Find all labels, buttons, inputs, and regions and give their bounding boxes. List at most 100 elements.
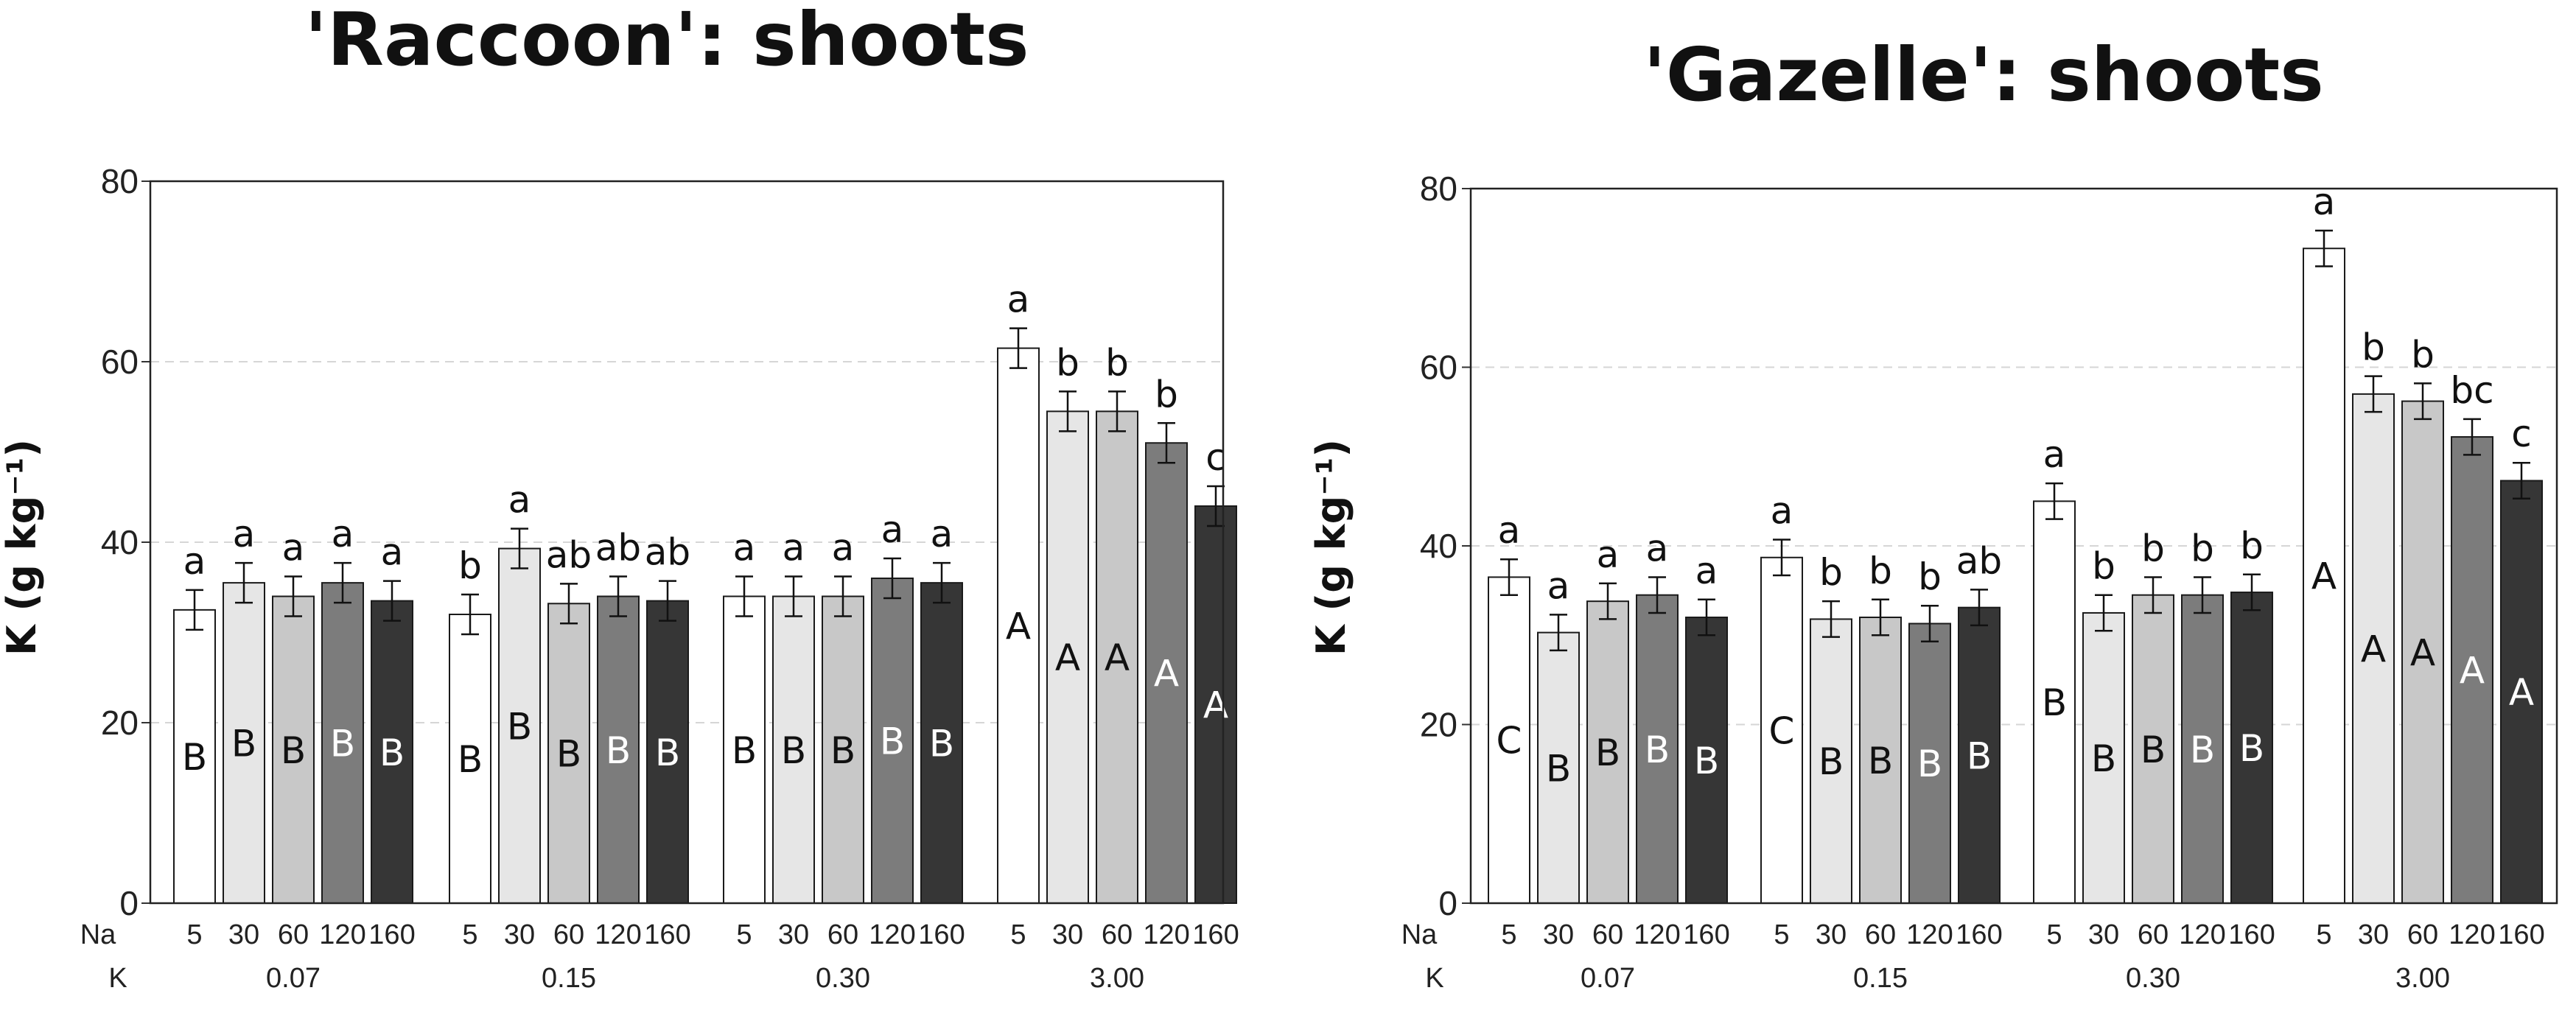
inner-letter: A <box>2410 631 2435 674</box>
x-na-tick-label: 60 <box>2407 919 2438 950</box>
y-tick-label: 0 <box>119 884 139 922</box>
x-na-tick-label: 60 <box>553 919 584 950</box>
inner-letter: B <box>507 705 532 748</box>
plot-frame <box>149 180 1225 905</box>
bar-group-k-3.00: a A 5 b A 30 b A 60 bc A 120 c A 160 3.00 <box>2303 180 2545 994</box>
bar <box>1760 556 1803 904</box>
x-na-tick-label: 5 <box>1774 919 1789 950</box>
y-tick-label: 40 <box>1420 527 1457 565</box>
x-na-tick-label: 60 <box>827 919 858 950</box>
x-na-tick-label: 60 <box>2138 919 2169 950</box>
inner-letter: B <box>379 732 405 774</box>
top-letter: a <box>282 527 305 569</box>
bar <box>547 603 590 904</box>
x-na-tick-label: 60 <box>1592 919 1623 950</box>
top-letter: a <box>1695 550 1718 592</box>
x-na-tick-label: 5 <box>2316 919 2331 950</box>
x-k-group-label: 0.07 <box>266 963 321 994</box>
x-na-tick-label: 120 <box>2449 919 2495 950</box>
inner-letter: B <box>231 723 256 765</box>
top-letter: b <box>2141 527 2165 569</box>
bar <box>2230 592 2273 904</box>
top-letter: b <box>1869 550 1892 592</box>
x-na-tick-label: 120 <box>595 919 641 950</box>
top-letter: a <box>1547 564 1570 607</box>
x-row-label-na: Na <box>80 919 116 950</box>
top-letter: b <box>1918 555 1942 598</box>
top-letter: c <box>2511 413 2532 455</box>
x-na-tick-label: 30 <box>1816 919 1847 950</box>
x-na-tick-label: 30 <box>1543 919 1574 950</box>
bar <box>2132 594 2174 904</box>
y-tick-label: 60 <box>101 343 139 381</box>
inner-letter: A <box>2311 555 2337 598</box>
bar <box>1096 410 1138 904</box>
x-na-tick-label: 5 <box>736 919 752 950</box>
bar <box>2451 436 2493 904</box>
top-letter: b <box>458 544 482 587</box>
inner-letter: B <box>880 720 905 763</box>
x-k-group-label: 0.15 <box>542 963 596 994</box>
inner-letter: A <box>2509 671 2534 714</box>
top-letter: a <box>381 531 404 574</box>
x-na-tick-label: 120 <box>869 919 915 950</box>
top-letter: a <box>332 513 354 555</box>
bar <box>2303 248 2345 904</box>
x-k-group-label: 0.07 <box>1581 963 1635 994</box>
x-k-group-label: 3.00 <box>1090 963 1144 994</box>
x-na-tick-label: 30 <box>1052 919 1083 950</box>
bar <box>1685 617 1728 904</box>
bar <box>2401 400 2444 904</box>
x-na-tick-label: 160 <box>368 919 415 950</box>
inner-letter: B <box>781 729 806 772</box>
x-na-tick-label: 160 <box>1956 919 2002 950</box>
x-na-tick-label: 160 <box>1683 919 1729 950</box>
top-letter: ab <box>595 527 641 569</box>
inner-letter: A <box>2460 650 2485 692</box>
inner-letter: B <box>1694 740 1719 782</box>
inner-letter: B <box>1819 740 1844 783</box>
x-na-tick-label: 160 <box>644 919 690 950</box>
top-letter: b <box>1155 373 1178 415</box>
inner-letter: B <box>1868 740 1893 782</box>
bar <box>498 547 541 904</box>
top-letter: b <box>2240 525 2264 567</box>
top-letter: a <box>233 513 256 555</box>
bar <box>822 595 864 904</box>
bar <box>1537 631 1580 904</box>
bar <box>1194 505 1237 904</box>
top-letter: a <box>931 513 953 555</box>
x-k-group-label: 0.30 <box>2126 963 2180 994</box>
y-tick-label: 60 <box>1420 348 1457 387</box>
top-letter: a <box>2043 433 2066 476</box>
top-letter: bc <box>2450 369 2493 412</box>
x-na-tick-label: 30 <box>504 919 535 950</box>
bar <box>272 595 315 904</box>
x-na-tick-label: 160 <box>918 919 965 950</box>
inner-letter: B <box>2141 729 2166 771</box>
top-letter: b <box>2411 333 2435 376</box>
y-tick-label: 20 <box>101 704 139 742</box>
inner-letter: B <box>606 729 631 772</box>
inner-letter: B <box>830 729 855 772</box>
bar <box>997 347 1040 904</box>
y-tick-label: 80 <box>101 162 139 200</box>
top-letter: a <box>1771 490 1793 533</box>
x-row-label-k: K <box>1425 963 1443 994</box>
top-letter: a <box>832 527 855 569</box>
bar <box>1145 442 1188 904</box>
top-letter: ab <box>645 531 690 574</box>
inner-letter: A <box>1055 636 1080 679</box>
inner-letter: B <box>2042 681 2067 724</box>
inner-letter: B <box>1967 734 1992 777</box>
top-letter: ab <box>1956 539 2002 582</box>
inner-letter: B <box>655 732 680 774</box>
x-na-tick-label: 60 <box>1102 919 1133 950</box>
top-letter: b <box>2191 527 2214 569</box>
x-na-tick-label: 5 <box>2046 919 2062 950</box>
inner-letter: A <box>1105 636 1130 679</box>
x-na-tick-label: 5 <box>1010 919 1026 950</box>
x-row-label-k: K <box>108 963 127 994</box>
top-letter: a <box>1498 509 1521 552</box>
